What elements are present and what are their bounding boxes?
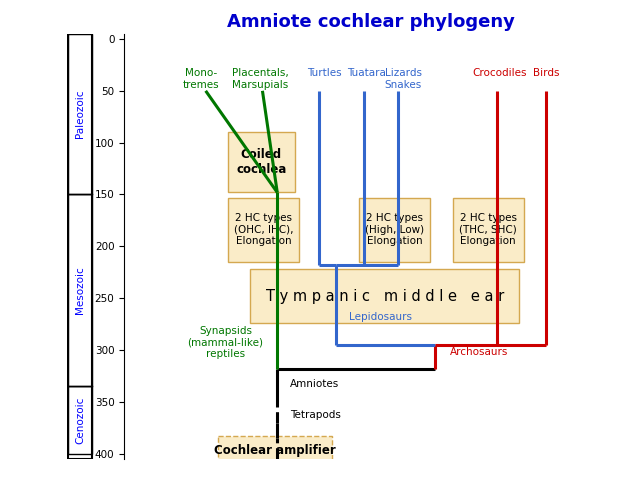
Bar xyxy=(68,34,92,459)
Title: Amniote cochlear phylogeny: Amniote cochlear phylogeny xyxy=(227,13,515,31)
Text: Amniotes: Amniotes xyxy=(290,379,339,389)
Text: Mono-
tremes: Mono- tremes xyxy=(182,68,219,90)
Text: Mesozoic: Mesozoic xyxy=(75,267,85,314)
Text: Cochlear amplifier: Cochlear amplifier xyxy=(214,444,336,457)
Bar xyxy=(68,386,92,454)
Text: Tuatara: Tuatara xyxy=(347,68,385,78)
Text: 2 HC types
(THC, SHC)
Elongation: 2 HC types (THC, SHC) Elongation xyxy=(459,213,517,246)
Text: 2 HC types
(OHC, IHC),
Elongation: 2 HC types (OHC, IHC), Elongation xyxy=(234,213,294,246)
Text: Crocodiles: Crocodiles xyxy=(472,68,527,78)
Text: Cenozoic: Cenozoic xyxy=(75,396,85,444)
Text: Synapsids
(mammal-like)
reptiles: Synapsids (mammal-like) reptiles xyxy=(187,326,264,359)
Text: Archosaurs: Archosaurs xyxy=(450,347,508,357)
Text: Placentals,
Marsupials: Placentals, Marsupials xyxy=(232,68,289,90)
Y-axis label: Million years before present: Million years before present xyxy=(79,173,89,319)
Text: Coiled
cochlea: Coiled cochlea xyxy=(236,148,287,176)
Bar xyxy=(250,269,519,323)
Bar xyxy=(452,198,524,262)
Bar xyxy=(218,436,331,465)
Bar xyxy=(68,195,92,386)
Bar xyxy=(228,198,299,262)
Text: 2 HC types
(High, Low)
Elongation: 2 HC types (High, Low) Elongation xyxy=(365,213,424,246)
Text: Lizards
Snakes: Lizards Snakes xyxy=(385,68,422,90)
Bar xyxy=(228,132,294,192)
Bar xyxy=(68,34,92,195)
Text: Tetrapods: Tetrapods xyxy=(290,411,340,420)
Text: T y m p a n i c   m i d d l e   e a r: T y m p a n i c m i d d l e e a r xyxy=(266,288,504,304)
Text: Lepidosaurs: Lepidosaurs xyxy=(349,312,412,322)
Text: Birds: Birds xyxy=(533,68,559,78)
Bar xyxy=(359,198,431,262)
Text: Turtles: Turtles xyxy=(307,68,341,78)
Text: Paleozoic: Paleozoic xyxy=(75,90,85,139)
